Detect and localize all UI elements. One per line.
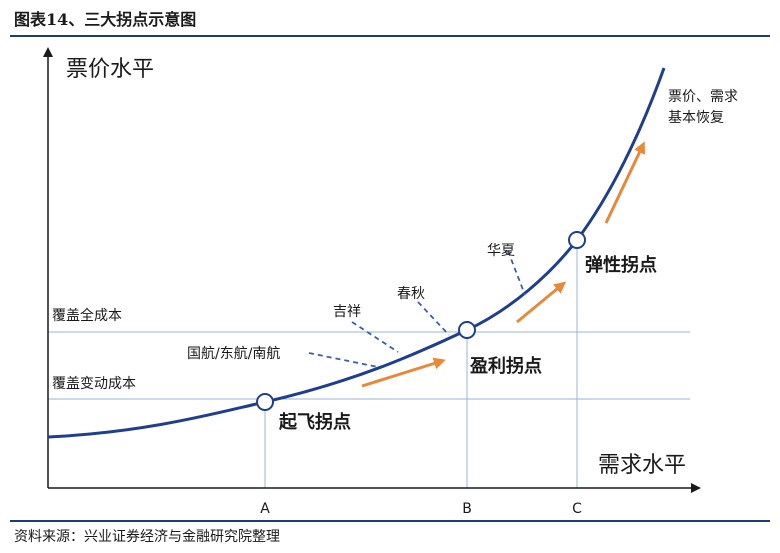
leader-big3: [308, 352, 379, 368]
takeoff-point-label: 起飞拐点: [278, 411, 351, 433]
airline-big3-label: 国航/东航/南航: [187, 346, 280, 362]
airline-spring-label: 春秋: [397, 286, 425, 302]
elastic-point-label: 弹性拐点: [585, 254, 657, 276]
recovery-note-line2: 基本恢复: [668, 109, 724, 126]
elastic-point-marker: [568, 231, 586, 249]
trend-arrow-1: [361, 357, 446, 388]
profit-point-marker: [458, 321, 476, 339]
x-axis-label: 需求水平: [598, 453, 686, 478]
full-cost-label: 覆盖全成本: [52, 307, 122, 324]
airline-huaxia-label: 华夏: [487, 243, 515, 259]
x-tick-b: B: [462, 501, 472, 517]
fare-demand-curve: [47, 67, 666, 439]
trend-arrow-3: [604, 141, 645, 224]
profit-point-label: 盈利拐点: [469, 355, 542, 377]
recovery-note-line1: 票价、需求: [668, 89, 738, 105]
source-rule: [10, 520, 770, 522]
x-tick-a: A: [260, 501, 270, 517]
leader-juneyao: [351, 321, 399, 353]
takeoff-point-marker: [256, 393, 274, 411]
figure-title: 图表14、三大拐点示意图: [14, 10, 197, 29]
airline-juneyao-label: 吉祥: [333, 304, 361, 320]
x-tick-c: C: [572, 501, 582, 517]
variable-cost-label: 覆盖变动成本: [52, 376, 136, 392]
leader-huaxia: [507, 250, 526, 296]
trend-arrow-2: [516, 281, 567, 324]
y-axis-label: 票价水平: [66, 57, 154, 82]
leader-spring: [417, 301, 450, 336]
figure-source: 资料来源：兴业证券经济与金融研究院整理: [14, 529, 280, 545]
title-rule: [10, 35, 770, 37]
